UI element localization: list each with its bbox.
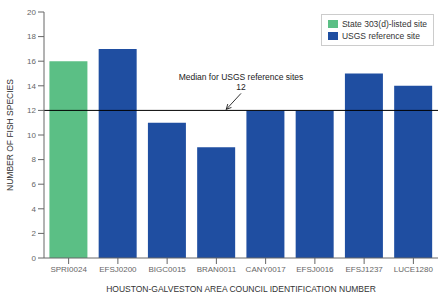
svg-text:NUMBER OF FISH SPECIES: NUMBER OF FISH SPECIES <box>5 79 15 191</box>
html-text:USGS reference site: USGS reference site <box>342 31 420 41</box>
svg-text:18: 18 <box>27 32 36 41</box>
svg-text:20: 20 <box>27 8 36 17</box>
svg-text:0: 0 <box>32 254 37 263</box>
svg-text:HOUSTON-GALVESTON AREA COUNCIL: HOUSTON-GALVESTON AREA COUNCIL IDENTIFIC… <box>106 284 376 294</box>
svg-text:12: 12 <box>236 82 246 92</box>
svg-text:Median for USGS reference site: Median for USGS reference sites <box>179 72 304 82</box>
svg-text:EFSJ1237: EFSJ1237 <box>345 265 383 274</box>
svg-text:2: 2 <box>32 229 37 238</box>
svg-text:BIGC0015: BIGC0015 <box>148 265 186 274</box>
svg-text:EFSJ0200: EFSJ0200 <box>99 265 137 274</box>
svg-text:8: 8 <box>32 155 37 164</box>
svg-text:14: 14 <box>27 82 36 91</box>
svg-text:SPRI0024: SPRI0024 <box>50 265 87 274</box>
svg-text:EFSJ0016: EFSJ0016 <box>296 265 334 274</box>
svg-text:CANY0017: CANY0017 <box>246 265 287 274</box>
svg-text:LUCE1280: LUCE1280 <box>394 265 434 274</box>
svg-text:4: 4 <box>32 205 37 214</box>
svg-text:6: 6 <box>32 180 37 189</box>
html-text:State 303(d)-listed site: State 303(d)-listed site <box>342 19 427 29</box>
svg-text:16: 16 <box>27 57 36 66</box>
svg-text:10: 10 <box>27 131 36 140</box>
svg-text:BRAN0011: BRAN0011 <box>197 265 237 274</box>
svg-text:12: 12 <box>27 106 36 115</box>
